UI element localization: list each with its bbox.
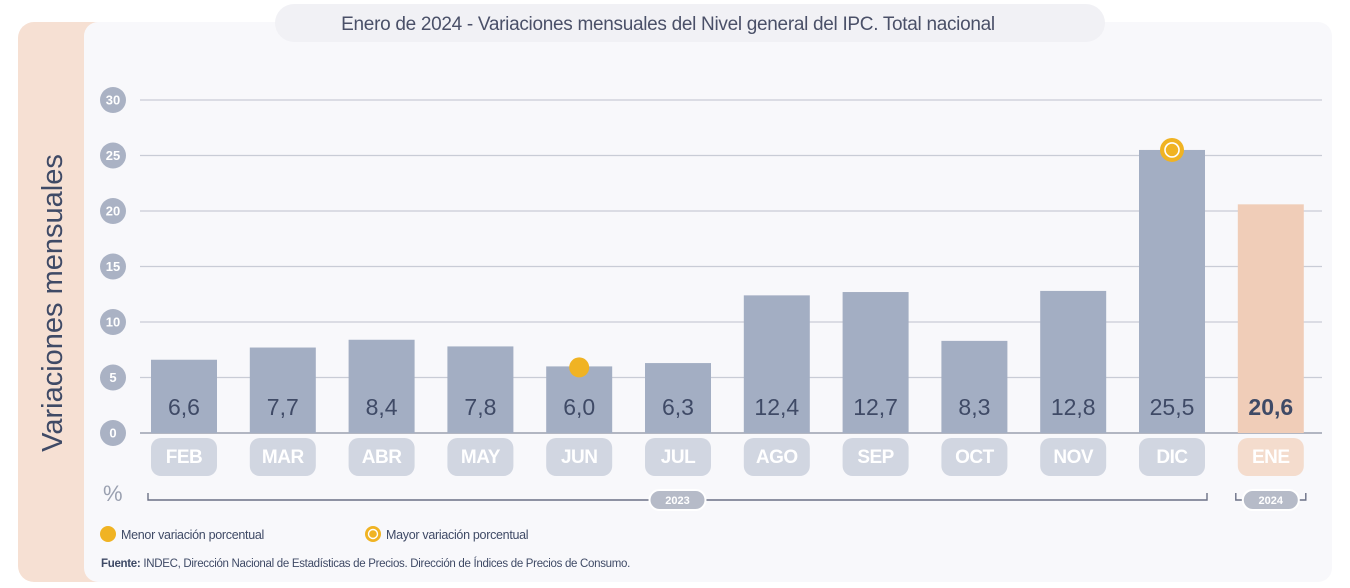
bars [151,149,1304,433]
data-label-feb: 6,6 [168,394,200,420]
x-tick-label-mar: MAR [262,447,305,468]
bar-abr [348,339,415,433]
chart-title: Enero de 2024 - Variaciones mensuales de… [341,14,995,35]
month-pill-jul [645,438,711,476]
y-tick-label: 25 [106,148,120,163]
month-pill-dic [1139,438,1205,476]
year-pill-2023 [648,489,707,511]
y-ticks: 0 5 10 15 20 25 30 [100,87,126,446]
y-axis-label: Variaciones mensuales [37,154,69,452]
y-tick-circle [100,253,126,280]
legend-lowest-label: Menor variación porcentual [121,528,264,542]
month-pill-ago [743,438,810,476]
month-pill-ene [1237,438,1304,476]
legend-lowest-marker [100,526,116,542]
y-tick-label: 0 [109,426,116,441]
unit-label: % [103,481,123,506]
y-tick-circle [100,364,126,391]
bar-feb [151,359,217,433]
x-tick-label-may: MAY [461,447,501,468]
x-tick-label-jun: JUN [561,447,598,468]
highest-variation-marker [1160,137,1184,162]
legend-highest-marker-ring [367,528,379,540]
year-brackets: 2023 2024 [147,489,1307,511]
x-tick-label-jul: JUL [661,447,696,468]
month-pill-feb [151,438,217,476]
year-pill-2024 [1241,489,1300,511]
data-label-ene: 20,6 [1248,394,1293,420]
y-tick-label: 15 [106,259,120,274]
x-tick-label-abr: ABR [362,447,402,468]
y-tick-circle [100,420,126,446]
source-prefix: Fuente: [101,558,140,570]
data-label-jul: 6,3 [662,394,694,420]
x-tick-label-oct: OCT [955,447,995,468]
x-tick-label-nov: NOV [1053,447,1094,468]
bar-oct [941,340,1008,433]
y-tick-label: 10 [106,315,120,330]
source-text: INDEC, Dirección Nacional de Estadística… [140,557,630,570]
y-tick-circle [100,309,126,335]
x-tick-label-ene: ENE [1252,447,1290,468]
y-tick-circle [100,87,126,113]
bar-may [447,346,514,433]
data-label-sep: 12,7 [853,394,898,420]
legend: Menor variación porcentual Mayor variaci… [100,526,529,542]
month-pill-nov [1040,438,1107,476]
month-pill-oct [941,438,1008,476]
data-label-may: 7,8 [464,394,496,420]
grid-layer [140,99,1322,434]
bar-sep [842,292,909,433]
data-label-dic: 25,5 [1150,394,1195,420]
data-label-mar: 7,7 [267,394,299,420]
data-label-jun: 6,0 [563,394,595,420]
month-labels: FEB MAR ABR MAY JUN JUL AGO SEP OCT NOV DIC ENE [151,438,1304,476]
bar-ene [1237,204,1304,433]
data-label-ago: 12,4 [754,394,799,420]
year-label-2024: 2024 [1259,495,1284,507]
markers [569,137,1184,378]
month-pill-abr [348,438,415,476]
data-label-nov: 12,8 [1051,394,1096,420]
bar-dic [1139,149,1205,433]
year-label-2023: 2023 [665,495,689,507]
month-pill-mar [249,438,316,476]
y-tick-circle [100,198,126,224]
highest-variation-marker-ring [1164,142,1180,158]
month-pill-sep [842,438,909,476]
y-tick-circle [100,142,126,169]
month-pill-may [447,438,514,476]
source-note: Fuente: INDEC, Dirección Nacional de Est… [101,557,630,570]
bar-nov [1040,290,1107,433]
bar-jun [546,366,613,433]
bar-mar [249,347,316,433]
x-tick-label-feb: FEB [166,447,203,468]
x-tick-label-dic: DIC [1156,447,1188,468]
y-tick-label: 5 [109,370,116,385]
bar-ago [743,295,810,433]
legend-highest-label: Mayor variación porcentual [386,528,528,542]
title-pill [275,4,1105,42]
x-tick-label-ago: AGO [756,447,798,468]
bar-jul [645,363,711,433]
y-tick-label: 20 [106,204,120,219]
data-label-abr: 8,4 [366,394,398,420]
value-labels: 6,6 7,7 8,4 7,8 6,0 6,3 12,4 12,7 8,3 12,8 25,5 20,… [168,394,1293,420]
month-pill-jun [546,438,613,476]
x-tick-label-sep: SEP [857,447,894,468]
data-label-oct: 8,3 [958,394,990,420]
legend-highest-marker [365,526,381,542]
y-tick-label: 30 [106,93,120,108]
lowest-variation-marker [569,357,590,378]
